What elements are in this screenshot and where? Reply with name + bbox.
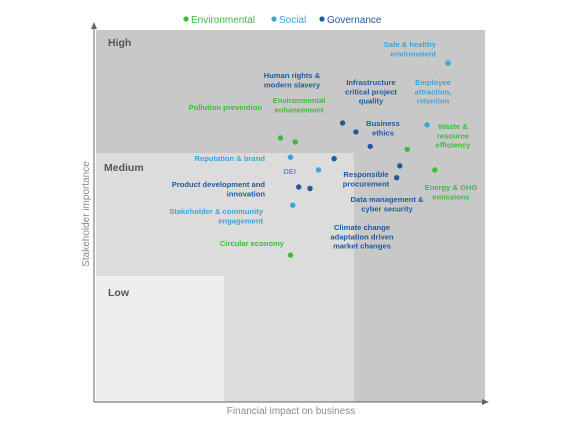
point-human-rights-modern-slavery [339,120,346,126]
point-energy-ghg-emissions [432,167,438,173]
label-infrastructure-critical-project-quality: Infrastructure critical project quality [345,78,397,106]
label-climate-change-adaptation-driven-market-changes: Climate change adaptation driven market ch… [330,223,394,251]
legend-marker-social [271,16,277,22]
legend-marker-governance [319,16,325,22]
legend-label-governance: Governance [327,15,382,26]
point-safe-healthy-environment [445,60,451,66]
label-pollution-prevention: Pollution prevention [189,103,263,112]
point-employee-attraction-retention [424,122,430,128]
label-waste-resource-efficiency: Waste & resource efficiency [435,122,471,150]
label-employee-attraction-retention: Employee attraction, retention [415,78,452,106]
label-reputation-brand: Reputation & brand [195,154,266,163]
label-data-management-cyber-security: Data management & cyber security [350,195,424,213]
label-dei: DEI [283,167,296,176]
label-stakeholder-community-engagement: Stakeholder & community engagement [169,207,263,225]
point-reputation-brand [287,154,294,160]
point-data-management-cyber-security [394,175,400,181]
y-axis-label: Stakeholder importance [81,161,92,267]
label-business-ethics: Business ethics [366,119,400,137]
legend-marker-environmental [183,16,189,22]
point-waste-resource-efficiency [404,146,410,153]
legend: Environmental Social Governance [183,15,382,26]
zone-label-low: Low [108,287,130,299]
point-stakeholder-community-engagement [290,202,296,208]
point-business-ethics [367,143,373,150]
label-safe-healthy-environment: Safe & healthy environment [384,40,437,58]
label-responsible-procurement: Responsible procurement [343,170,390,188]
point-product-development-and-innovation [296,184,302,190]
point-infrastructure-critical-project-quality [353,129,359,135]
point-environmental-enhancement [292,139,298,145]
x-axis-label: Financial impact on business [227,406,355,417]
legend-label-social: Social [279,15,306,26]
point-pollution-prevention [277,135,284,141]
label-circular-economy: Circular economy [220,239,285,248]
data-points [277,60,451,258]
label-product-development-and-innovation: Product development and innovation [172,180,266,198]
point-responsible-procurement [397,163,403,169]
point-climate-change-adaptation-driven-market-changes [307,185,313,192]
point-governance-center [331,156,337,162]
axes: Financial impact on business Stakeholder… [81,22,489,417]
zone-low [96,276,224,402]
y-axis-arrow [91,22,97,29]
label-energy-ghg-emissions: Energy & GHG emissions [425,183,478,201]
label-environmental-enhancement: Environmental enhancement [273,96,326,114]
legend-label-environmental: Environmental [191,15,255,26]
data-labels: Safe & healthy environment Employee attract… [169,40,477,251]
label-human-rights-modern-slavery: Human rights & modern slavery [264,71,321,89]
point-circular-economy [287,252,294,258]
zone-label-high: High [108,37,131,49]
zones: High Medium Low [96,30,485,402]
x-axis-arrow [482,399,489,405]
point-dei [315,167,322,173]
zone-label-medium: Medium [104,162,144,174]
